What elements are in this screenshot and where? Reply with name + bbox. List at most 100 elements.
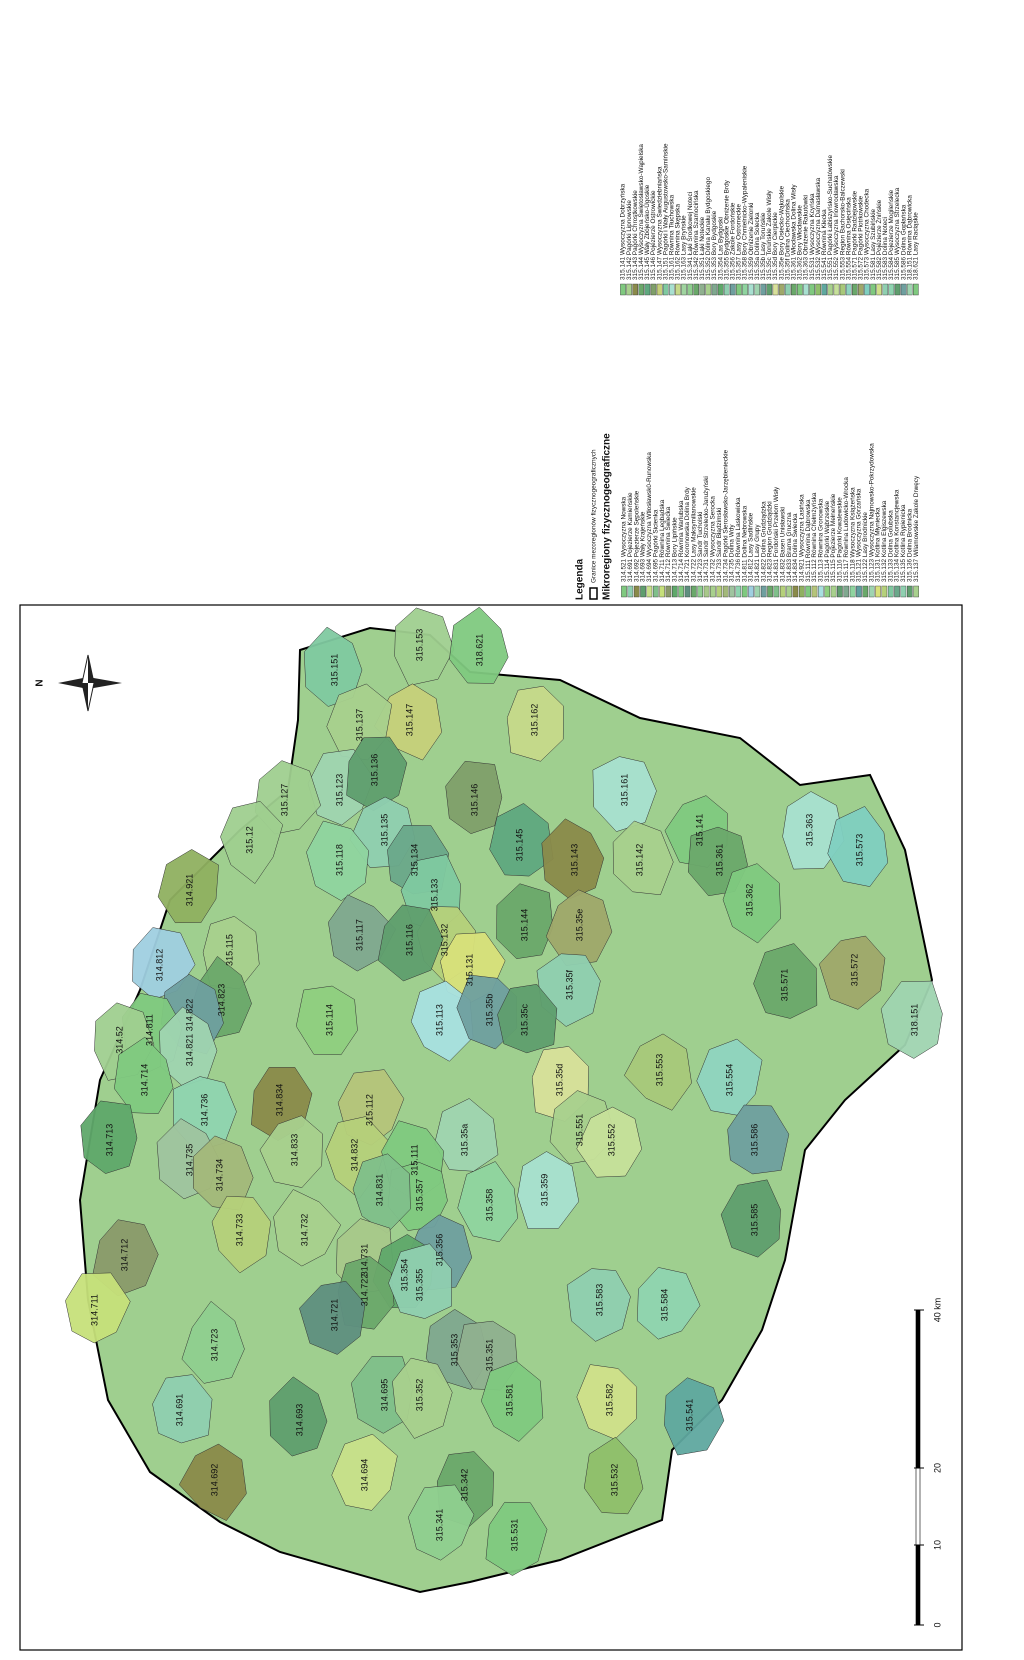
region-label: 315.531 (509, 1519, 519, 1552)
legend-swatch (640, 585, 646, 598)
legend-item: 314.692 Pojezierze Sępoleńskie (633, 490, 640, 582)
legend-swatch (644, 283, 651, 296)
scale-label: 20 (932, 1463, 942, 1473)
region (392, 1357, 453, 1439)
legend-swatch (710, 585, 716, 598)
legend-item: 315.117 Równina Ludowicko-Wrocka (843, 477, 850, 582)
region-label: 314.694 (359, 1459, 369, 1492)
legend-swatch (626, 283, 632, 296)
legend-swatch (722, 585, 729, 598)
region-label: 315.115 (224, 934, 234, 966)
region-label: 315.127 (279, 784, 289, 817)
region-label: 315.116 (404, 924, 414, 956)
legend-swatch (691, 585, 697, 598)
scale-label: 40 km (932, 1298, 942, 1323)
region-label: 315.135 (379, 814, 389, 847)
legend-item: 315.35f Dolina Ciechocińska (784, 199, 791, 280)
legend-item: 315.541 Równina Kłecka (821, 209, 828, 280)
region (623, 1033, 692, 1111)
region (566, 1268, 631, 1342)
legend-swatch (736, 283, 742, 296)
region (331, 1433, 398, 1511)
region-label: 314.811 (144, 1014, 154, 1046)
region-label: 318.621 (474, 634, 484, 667)
region-label: 314.52 (114, 1026, 124, 1054)
legend-item: 315.137 Wilamowskie Zakole Drwęcy (913, 475, 920, 582)
legend-item: 315.112 Równina Chełmżyńska (811, 492, 818, 582)
legend-item: 314.812 Lasy Sadlińskie (748, 512, 755, 582)
region-label: 315.147 (404, 704, 414, 737)
legend-swatch (766, 283, 773, 296)
legend-item: 315.357 Lasy Ostromeckie (736, 204, 743, 280)
legend-swatch (824, 585, 830, 598)
legend-swatch (827, 283, 834, 296)
region-label: 314.732 (299, 1214, 309, 1247)
legend-swatch (675, 283, 681, 296)
legend-item: 315.35d Bory Cierpickie (772, 212, 779, 280)
legend-swatch (632, 283, 638, 296)
legend: Legenda Granice mezoregionów fizycznogeog… (575, 143, 920, 600)
legend-swatch (754, 585, 761, 598)
legend-swatch (888, 283, 895, 296)
legend-title: Legenda (575, 558, 586, 600)
legend-item: 315.35b Lasy Toruńskie (760, 212, 767, 280)
legend-swatch (858, 283, 864, 296)
legend-item: 315.132 Kotlina Elgiszewska (881, 500, 888, 582)
legend-swatch (900, 283, 907, 296)
region (576, 1364, 638, 1440)
region-label: 315.112 (364, 1094, 374, 1126)
region (259, 1115, 323, 1188)
legend-swatch (716, 585, 723, 598)
region-label: 315.143 (569, 844, 579, 877)
legend-swatch (809, 283, 815, 296)
legend-item: 315.151 Pagórki i Wały Augustowsko-Samiń… (662, 143, 669, 280)
region-label: 314.733 (234, 1214, 244, 1247)
legend-item: 315.145 Wały Zbójeńsko-Ugoskie (644, 184, 651, 280)
legend-item: 314.832 Basen Unisławski (779, 507, 786, 582)
region (497, 984, 558, 1054)
legend-item: 315.359 Obniżenie Zielonki (748, 203, 755, 280)
region-label: 314.821 (184, 1034, 194, 1067)
legend-item: 315.142 Pagórki Lipnowskie (626, 200, 633, 280)
legend-item: 315.113 Równina Gronowska (818, 498, 825, 582)
region-label: 315.144 (519, 909, 529, 942)
legend-item: 314.691 Pojezierze Kamieńskie (627, 492, 634, 582)
legend-item: 315.553 Region Bachorsko-Balczewski (839, 169, 846, 280)
region (880, 980, 943, 1059)
legend-swatch (797, 283, 803, 296)
scale-bar: 0 10 20 40 km (914, 1298, 942, 1628)
legend-swatch (845, 283, 852, 296)
region-label: 314.712 (119, 1239, 129, 1272)
legend-swatch (856, 585, 862, 598)
legend-swatch (906, 585, 913, 598)
region-label: 315.133 (429, 879, 439, 912)
legend-item: 315.135 Kotlina Rypienicka (900, 504, 907, 582)
legend-swatch (754, 283, 760, 296)
region-label: 315.162 (529, 704, 539, 737)
region-label: 315.355 (414, 1269, 424, 1302)
legend-item: 315.35c Toruńskie Zakole Wisły (766, 189, 773, 280)
legend-swatch (882, 283, 889, 296)
boundary-swatch (589, 587, 598, 600)
legend-item: 315.531 Wysoczyzna Kcyńska (809, 193, 816, 280)
legend-item: 315.581 Lasy Szubińskie (870, 208, 877, 280)
region (178, 1443, 247, 1521)
legend-swatch (730, 283, 736, 296)
region-label: 315.35f (564, 969, 574, 1000)
region (612, 820, 674, 896)
region-label: 315.12 (244, 826, 254, 854)
legend-item: 315.354 Las Bydgoski (717, 217, 724, 280)
legend-item: 315.353 Bory Bydgoskie (711, 210, 718, 280)
legend-swatch (830, 585, 837, 598)
region (583, 1436, 644, 1515)
legend-swatch (786, 585, 792, 598)
legend-item: 315.121 Wysoczyzna Górzańska (856, 488, 863, 582)
region (408, 1484, 475, 1561)
legend-swatch (875, 585, 881, 598)
legend-swatch (646, 585, 653, 598)
legend-swatch (699, 283, 706, 296)
region-label: 315.571 (779, 969, 789, 1002)
scale-segment (915, 1544, 921, 1626)
region (157, 849, 219, 924)
legend-swatch (818, 585, 824, 598)
